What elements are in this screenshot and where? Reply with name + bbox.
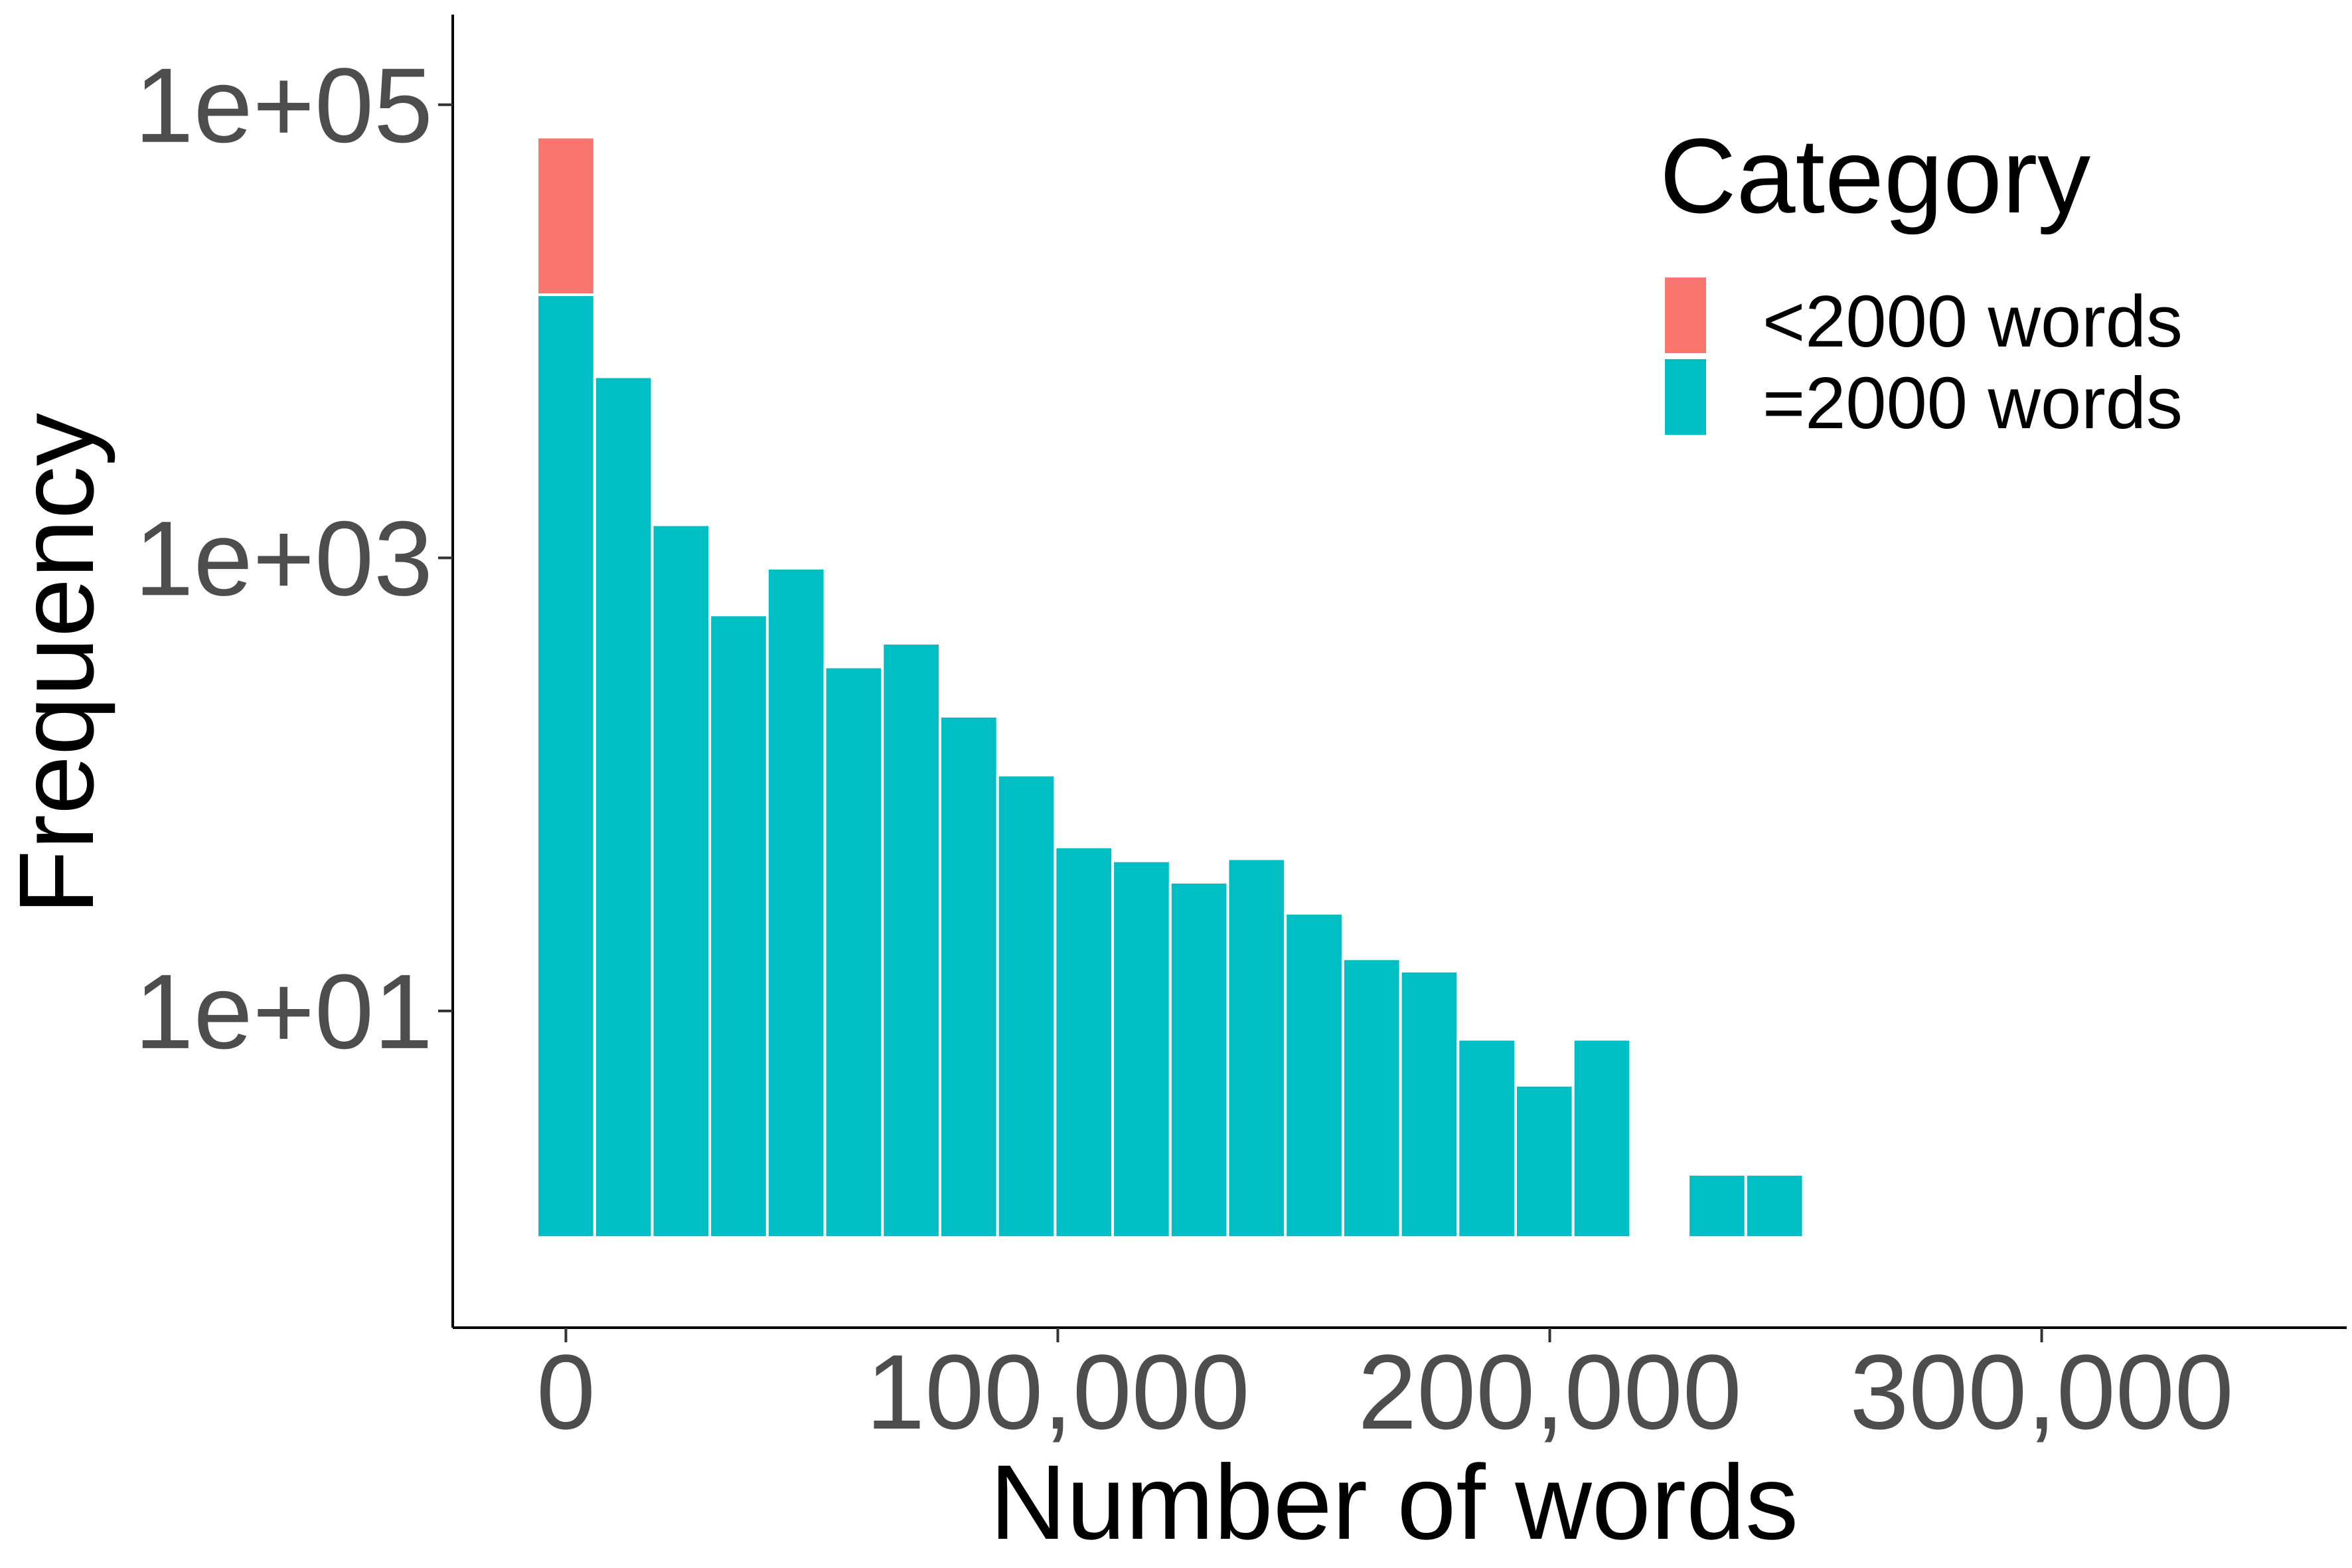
bar-2000-words-6 — [881, 641, 941, 1239]
bar-2000-words-21 — [1744, 1173, 1805, 1239]
y-tick-label: 1e+03 — [135, 499, 433, 617]
bar-2000-words-20 — [1687, 1173, 1747, 1239]
legend-key-under-2000 — [1665, 277, 1706, 353]
axes-layer — [451, 15, 2347, 1329]
x-tick-label: 100,000 — [866, 1332, 1249, 1451]
bar-2000-words-7 — [938, 714, 999, 1239]
bar-2000-words-17 — [1514, 1083, 1575, 1239]
bar-2000-words-0 — [536, 293, 596, 1239]
x-tick-label: 200,000 — [1358, 1332, 1741, 1451]
bar-2000-words-16 — [1456, 1038, 1518, 1239]
x-tick-label: 300,000 — [1849, 1332, 2233, 1451]
bar-2000-words-18 — [1571, 1038, 1632, 1239]
bar-2000-words-8 — [996, 773, 1057, 1239]
bar-2000-words-2 — [651, 523, 712, 1239]
bar-2000-words-9 — [1054, 845, 1115, 1239]
x-tick-label: 0 — [536, 1332, 595, 1451]
bar-2000-words-15 — [1399, 969, 1460, 1239]
legend-key-2000 — [1665, 359, 1706, 435]
y-tick-label: 1e+01 — [135, 952, 433, 1071]
bar-2000-words-11 — [1168, 881, 1229, 1239]
y-axis-title: Frequency — [0, 413, 116, 915]
x-axis-title: Number of words — [990, 1443, 1798, 1561]
bar-2000-words-12 — [1226, 857, 1287, 1239]
bar-2000-words-10 — [1111, 859, 1172, 1239]
bar-2000-words-1 — [593, 375, 654, 1239]
bar-2000-words-13 — [1284, 911, 1344, 1239]
bar-2000-words-5 — [823, 665, 884, 1239]
x-axis-ticks: 0 100,000 200,000 300,000 — [536, 1328, 2234, 1451]
legend-label-under-2000: <2000 words — [1763, 281, 2183, 362]
legend-label-2000: =2000 words — [1763, 362, 2183, 444]
legend-title: Category — [1660, 116, 2090, 235]
bar-under-2000-words-0 — [536, 135, 596, 297]
bar-2000-words-4 — [765, 566, 826, 1239]
y-tick-label: 1e+05 — [135, 46, 433, 165]
bar-2000-words-14 — [1341, 957, 1402, 1239]
bars-layer — [536, 135, 1805, 1239]
y-axis-ticks: 1e+01 1e+03 1e+05 — [135, 46, 453, 1071]
legend: Category <2000 words =2000 words — [1660, 116, 2183, 444]
bar-2000-words-3 — [708, 613, 769, 1239]
